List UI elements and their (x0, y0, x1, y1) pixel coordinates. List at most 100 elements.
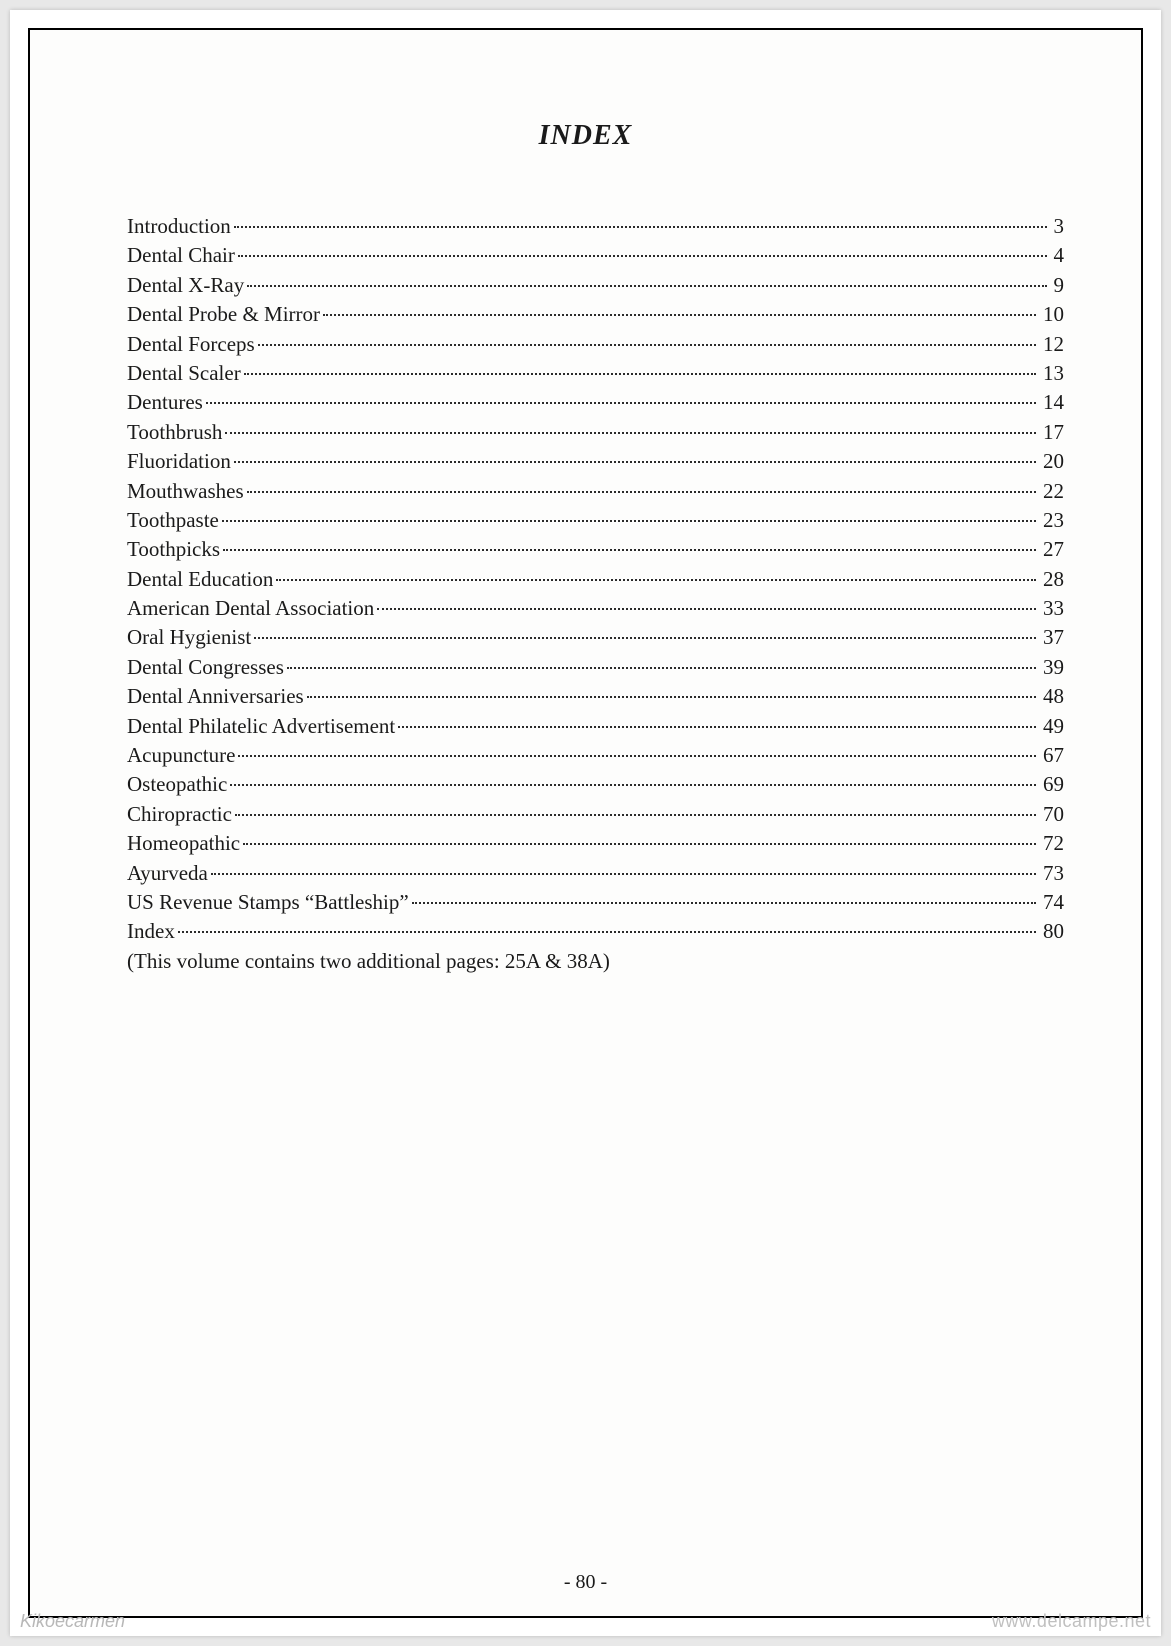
toc-entry: Dental Scaler 13 (127, 359, 1064, 388)
toc-entry: Toothpaste 23 (127, 506, 1064, 535)
toc-entry-title: Fluoridation (127, 447, 231, 476)
toc-leader-dots (276, 579, 1036, 581)
toc-entry-title: Osteopathic (127, 770, 227, 799)
toc-entry-page: 3 (1050, 212, 1065, 241)
toc-leader-dots (254, 637, 1036, 639)
toc-entry-title: Dental Scaler (127, 359, 241, 388)
toc-entry: Dental X-Ray9 (127, 271, 1064, 300)
toc-entry-title: Dental Forceps (127, 330, 255, 359)
toc-leader-dots (323, 314, 1036, 316)
toc-entry-title: Dental Philatelic Advertisement (127, 712, 395, 741)
toc-entry: Index 80 (127, 917, 1064, 946)
toc-entry: Toothpicks 27 (127, 535, 1064, 564)
toc-leader-dots (243, 843, 1036, 845)
toc-entry: Dental Probe & Mirror 10 (127, 300, 1064, 329)
toc-entry-title: Dental Probe & Mirror (127, 300, 320, 329)
footer-left-credit: Kikoecarmen (20, 1611, 125, 1632)
toc-entry-page: 72 (1039, 829, 1064, 858)
toc-entry: Dental Forceps 12 (127, 330, 1064, 359)
toc-leader-dots (398, 726, 1036, 728)
toc-entry-page: 17 (1039, 418, 1064, 447)
toc-entry: Introduction 3 (127, 212, 1064, 241)
toc-entry: Dental Philatelic Advertisement 49 (127, 712, 1064, 741)
toc-entry-page: 20 (1039, 447, 1064, 476)
page-title: INDEX (105, 120, 1066, 152)
toc-entry-page: 12 (1039, 330, 1064, 359)
page-container: INDEX Introduction 3 Dental Chair 4Dental X… (10, 10, 1161, 1636)
toc-entry-title: Toothbrush (127, 418, 222, 447)
toc-entry-page: 23 (1039, 506, 1064, 535)
footer-right-credit: www.delcampe.net (992, 1611, 1151, 1632)
toc-entry-title: Dental Education (127, 565, 273, 594)
toc-entry: Dental Anniversaries 48 (127, 682, 1064, 711)
toc-entry-title: Acupuncture (127, 741, 235, 770)
toc-entry-page: 73 (1039, 859, 1064, 888)
toc-entry: Dental Congresses 39 (127, 653, 1064, 682)
toc-entry-title: Chiropractic (127, 800, 232, 829)
toc-leader-dots (258, 344, 1036, 346)
toc-entry-page: 37 (1039, 623, 1064, 652)
toc-leader-dots (238, 755, 1036, 757)
toc-entry-title: Toothpaste (127, 506, 219, 535)
toc-leader-dots (222, 520, 1036, 522)
toc-entry-page: 67 (1039, 741, 1064, 770)
toc-entry: Acupuncture 67 (127, 741, 1064, 770)
toc-leader-dots (234, 461, 1036, 463)
toc-entry-page: 33 (1039, 594, 1064, 623)
toc-entry: Dentures 14 (127, 388, 1064, 417)
toc-entry-title: Index (127, 917, 175, 946)
page-frame: INDEX Introduction 3 Dental Chair 4Dental X… (28, 28, 1143, 1618)
toc-entry-title: Dental Anniversaries (127, 682, 304, 711)
toc-leader-dots (377, 608, 1036, 610)
toc-entry-page: 49 (1039, 712, 1064, 741)
toc-leader-dots (235, 814, 1036, 816)
toc-entry: Toothbrush 17 (127, 418, 1064, 447)
toc-entry: Chiropractic 70 (127, 800, 1064, 829)
toc-entry-title: Dentures (127, 388, 203, 417)
toc-leader-dots (412, 902, 1036, 904)
toc-leader-dots (211, 873, 1036, 875)
toc-entry-page: 70 (1039, 800, 1064, 829)
toc-leader-dots (225, 432, 1036, 434)
toc-entry-page: 22 (1039, 477, 1064, 506)
toc-leader-dots (206, 402, 1036, 404)
toc-entry: American Dental Association33 (127, 594, 1064, 623)
footer-credits: Kikoecarmen www.delcampe.net (20, 1611, 1151, 1632)
toc-entry-title: US Revenue Stamps “Battleship” (127, 888, 409, 917)
toc-entry-title: Dental Chair (127, 241, 235, 270)
toc-entry: Osteopathic 69 (127, 770, 1064, 799)
toc-entry-title: Oral Hygienist (127, 623, 251, 652)
toc-entry-page: 27 (1039, 535, 1064, 564)
toc-entry: US Revenue Stamps “Battleship” 74 (127, 888, 1064, 917)
toc-leader-dots (230, 784, 1036, 786)
toc-leader-dots (247, 285, 1046, 287)
page-number: - 80 - (30, 1571, 1141, 1594)
toc-entry-page: 4 (1050, 241, 1065, 270)
toc-entry-page: 80 (1039, 917, 1064, 946)
toc-leader-dots (244, 373, 1036, 375)
toc-entry: Mouthwashes 22 (127, 477, 1064, 506)
toc-entry-page: 74 (1039, 888, 1064, 917)
toc-entry: Dental Chair 4 (127, 241, 1064, 270)
toc-entry-page: 28 (1039, 565, 1064, 594)
toc-entry: Homeopathic 72 (127, 829, 1064, 858)
toc-entry-page: 14 (1039, 388, 1064, 417)
table-of-contents: Introduction3Dental Chair4Dental X-Ray9D… (105, 212, 1066, 947)
toc-leader-dots (234, 226, 1047, 228)
toc-entry-page: 9 (1050, 271, 1065, 300)
toc-entry-title: Mouthwashes (127, 477, 244, 506)
toc-entry: Dental Education 28 (127, 565, 1064, 594)
toc-entry-title: Introduction (127, 212, 231, 241)
toc-entry-page: 48 (1039, 682, 1064, 711)
toc-entry-page: 39 (1039, 653, 1064, 682)
toc-note: (This volume contains two additional pag… (105, 947, 1066, 976)
toc-entry-title: Dental Congresses (127, 653, 284, 682)
toc-entry-title: Homeopathic (127, 829, 240, 858)
toc-leader-dots (223, 549, 1036, 551)
toc-entry-title: Toothpicks (127, 535, 220, 564)
toc-entry-page: 10 (1039, 300, 1064, 329)
toc-entry-page: 69 (1039, 770, 1064, 799)
toc-entry-page: 13 (1039, 359, 1064, 388)
toc-leader-dots (178, 931, 1036, 933)
toc-entry: Ayurveda73 (127, 859, 1064, 888)
